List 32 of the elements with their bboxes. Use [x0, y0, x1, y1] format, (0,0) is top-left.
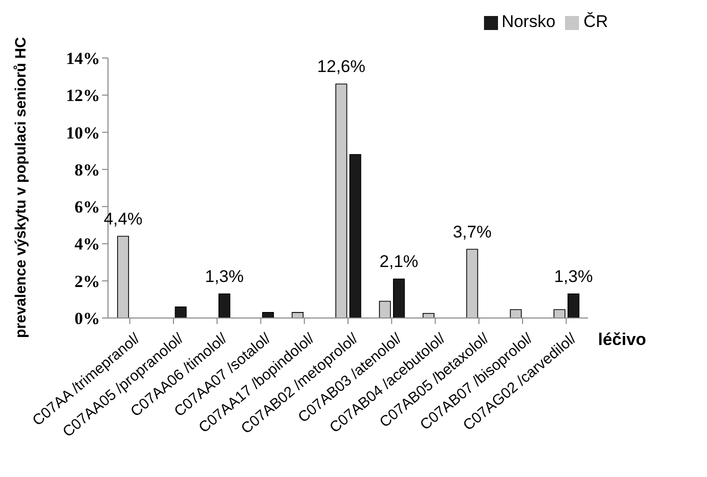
- bar: [262, 312, 274, 318]
- bar: [568, 293, 580, 318]
- bar: [393, 278, 405, 318]
- bar: [349, 154, 362, 318]
- y-tick-label: 6%: [74, 198, 100, 217]
- y-tick-label: 2%: [74, 272, 100, 291]
- bar: [466, 248, 478, 318]
- bar: [218, 293, 230, 318]
- bar: [554, 309, 566, 318]
- data-label: 12,6%: [317, 57, 366, 76]
- y-tick-label: 4%: [74, 234, 100, 254]
- y-tick-label: 8%: [74, 160, 100, 180]
- bar: [174, 306, 187, 318]
- bar: [422, 312, 434, 318]
- y-tick-label: 0%: [74, 309, 100, 328]
- data-label: 3,7%: [452, 222, 492, 242]
- bar: [117, 236, 129, 318]
- y-tick-label: 10%: [66, 123, 100, 142]
- bar: [379, 300, 391, 318]
- bar: [510, 309, 522, 318]
- legend-label: ČR: [583, 12, 608, 31]
- y-axis-title: prevalence výskytu v populaci seniorů HC: [12, 36, 30, 338]
- y-tick-label: 14%: [66, 49, 100, 68]
- y-tick-label: 12%: [66, 86, 100, 106]
- legend-label: Norsko: [502, 12, 556, 31]
- bar: [335, 84, 348, 318]
- data-label: 4,4%: [104, 209, 142, 228]
- x-axis-title: léčivo: [598, 330, 646, 350]
- data-label: 1,3%: [554, 266, 593, 286]
- data-label: 2,1%: [380, 252, 418, 271]
- bar: [292, 312, 304, 318]
- data-label: 1,3%: [205, 266, 244, 286]
